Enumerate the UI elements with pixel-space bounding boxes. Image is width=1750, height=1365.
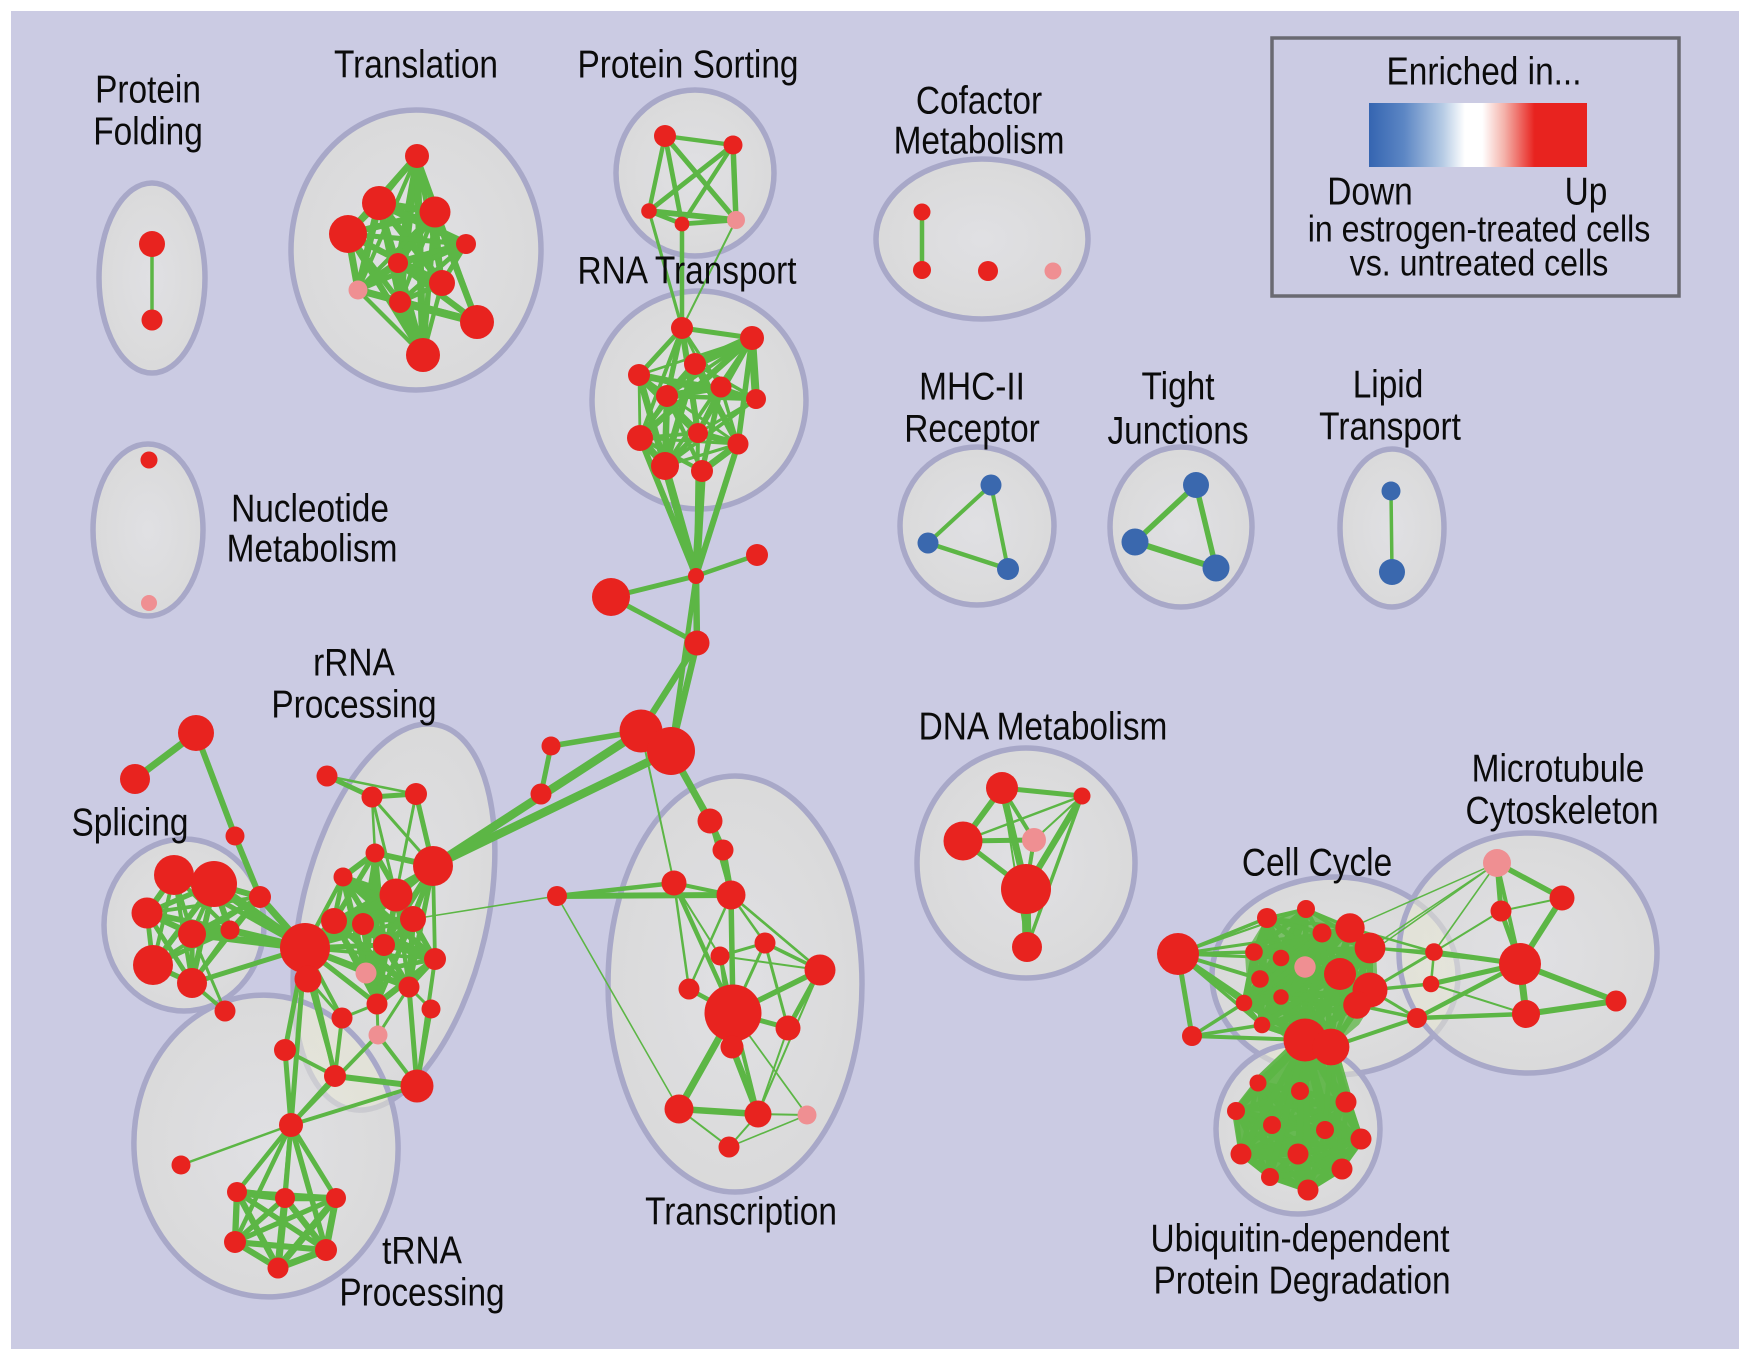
svg-text:Tight: Tight — [1141, 364, 1214, 408]
svg-text:Protein Sorting: Protein Sorting — [578, 42, 799, 86]
svg-text:Microtubule: Microtubule — [1472, 746, 1645, 790]
svg-text:Nucleotide: Nucleotide — [231, 486, 389, 530]
svg-text:Transport: Transport — [1319, 404, 1461, 448]
svg-text:Enriched in...: Enriched in... — [1387, 49, 1582, 93]
svg-text:Transcription: Transcription — [645, 1189, 837, 1233]
svg-text:DNA Metabolism: DNA Metabolism — [919, 704, 1168, 748]
svg-text:Splicing: Splicing — [72, 800, 189, 844]
svg-text:MHC-II: MHC-II — [919, 364, 1025, 408]
svg-text:Down: Down — [1327, 169, 1412, 213]
svg-text:Metabolism: Metabolism — [227, 526, 398, 570]
svg-text:Receptor: Receptor — [904, 406, 1040, 450]
svg-text:Cofactor: Cofactor — [916, 78, 1042, 122]
svg-text:Metabolism: Metabolism — [894, 118, 1065, 162]
svg-text:RNA Transport: RNA Transport — [577, 248, 796, 292]
svg-text:Translation: Translation — [334, 42, 498, 86]
svg-text:Up: Up — [1565, 169, 1608, 213]
svg-text:Protein: Protein — [95, 67, 201, 111]
svg-text:Ubiquitin-dependent: Ubiquitin-dependent — [1151, 1216, 1450, 1260]
svg-text:Cell Cycle: Cell Cycle — [1242, 840, 1392, 884]
svg-text:Processing: Processing — [339, 1270, 504, 1314]
svg-text:Processing: Processing — [271, 682, 436, 726]
svg-text:rRNA: rRNA — [313, 640, 395, 684]
svg-text:in estrogen-treated cells: in estrogen-treated cells — [1308, 210, 1651, 251]
svg-text:tRNA: tRNA — [382, 1228, 462, 1272]
svg-text:vs. untreated cells: vs. untreated cells — [1350, 244, 1609, 285]
svg-text:Folding: Folding — [93, 109, 203, 153]
svg-text:Cytoskeleton: Cytoskeleton — [1465, 788, 1658, 832]
svg-text:Protein Degradation: Protein Degradation — [1153, 1258, 1450, 1302]
svg-text:Lipid: Lipid — [1353, 362, 1424, 406]
svg-text:Junctions: Junctions — [1107, 408, 1248, 452]
